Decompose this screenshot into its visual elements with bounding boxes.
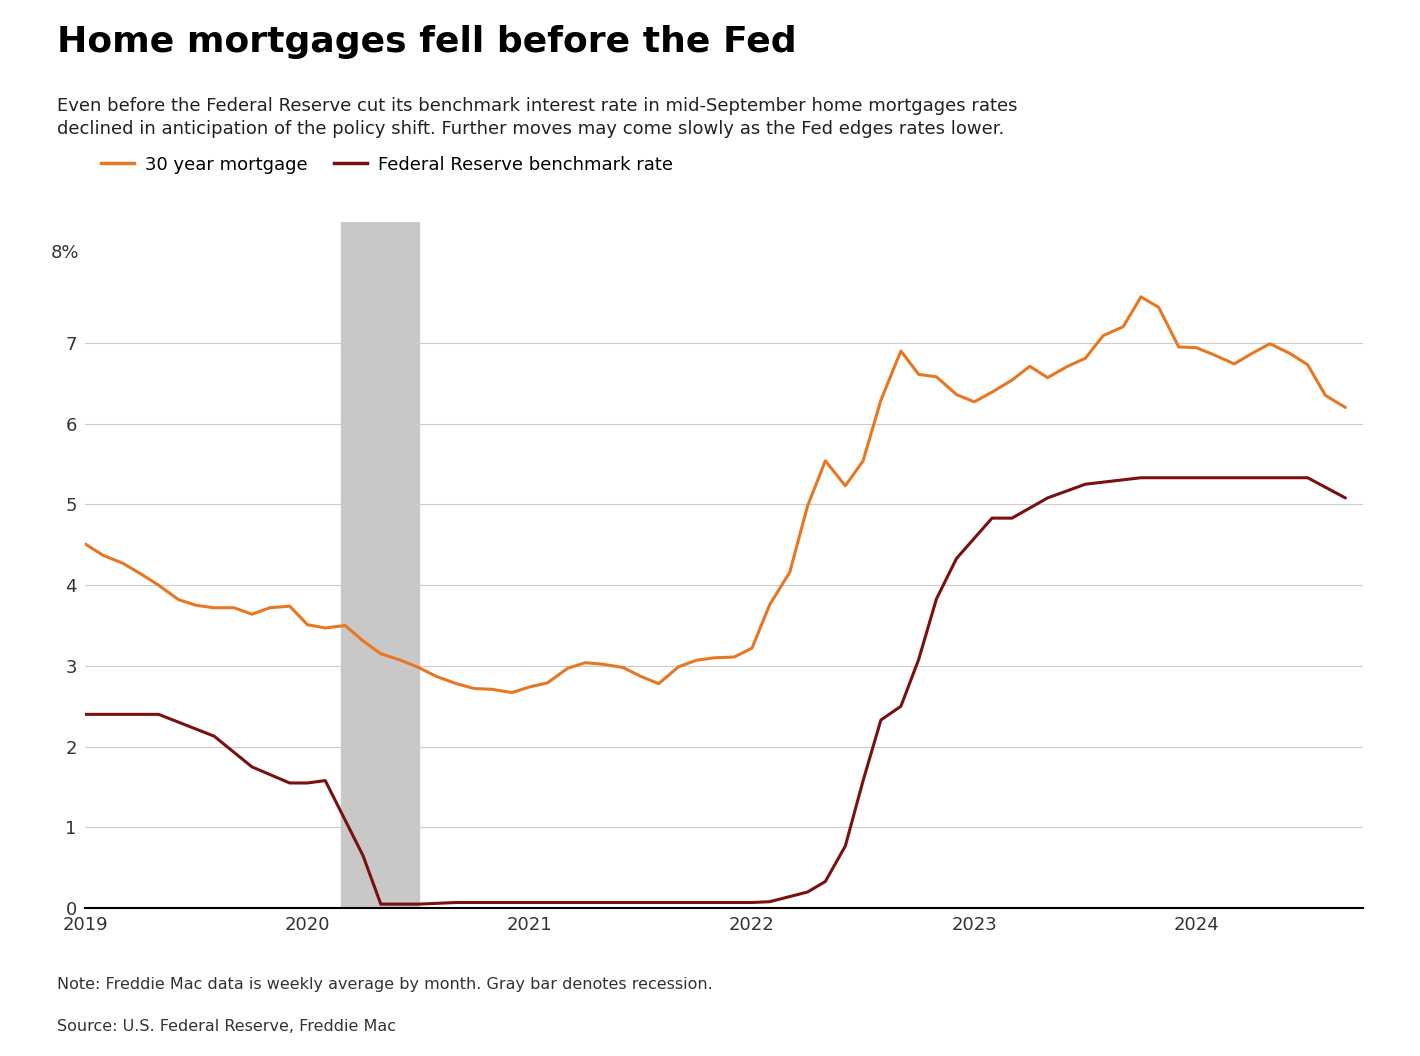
Text: Home mortgages fell before the Fed: Home mortgages fell before the Fed xyxy=(57,25,797,59)
Text: 8%: 8% xyxy=(50,244,80,262)
Legend: 30 year mortgage, Federal Reserve benchmark rate: 30 year mortgage, Federal Reserve benchm… xyxy=(94,149,680,181)
Bar xyxy=(341,222,419,908)
Text: Note: Freddie Mac data is weekly average by month. Gray bar denotes recession.: Note: Freddie Mac data is weekly average… xyxy=(57,977,713,992)
Text: Source: U.S. Federal Reserve, Freddie Mac: Source: U.S. Federal Reserve, Freddie Ma… xyxy=(57,1019,396,1034)
Text: Even before the Federal Reserve cut its benchmark interest rate in mid-September: Even before the Federal Reserve cut its … xyxy=(57,97,1017,138)
